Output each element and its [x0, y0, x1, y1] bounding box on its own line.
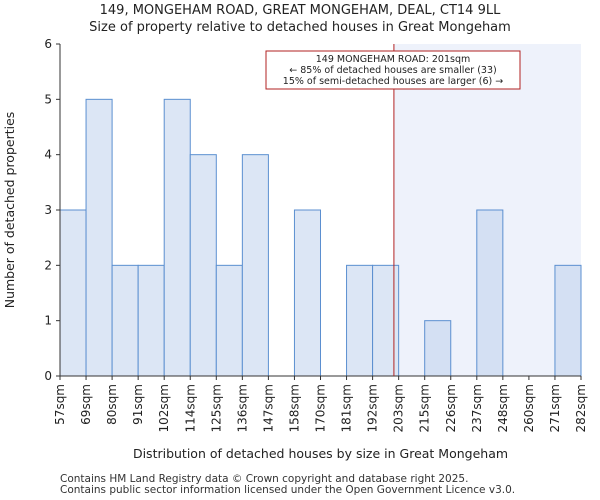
- x-tick-label: 170sqm: [314, 384, 328, 432]
- x-tick-label: 80sqm: [105, 384, 119, 425]
- chart-title: 149, MONGEHAM ROAD, GREAT MONGEHAM, DEAL…: [99, 3, 501, 18]
- footer-line-1: Contains HM Land Registry data © Crown c…: [60, 473, 469, 485]
- annotation-box: [265, 50, 521, 90]
- bar-158sqm: [293, 209, 322, 377]
- annotation-line-2: ← 85% of detached houses are smaller (33…: [289, 65, 496, 76]
- bar-80sqm: [111, 264, 139, 377]
- x-tick-label: 248sqm: [496, 384, 510, 432]
- bar-91sqm: [137, 264, 165, 377]
- x-tick-label: 136sqm: [235, 384, 249, 432]
- x-tick-label: 260sqm: [522, 384, 536, 432]
- bar-192sqm: [372, 264, 400, 377]
- bar-181sqm: [346, 264, 374, 377]
- chart-subtitle: Size of property relative to detached ho…: [89, 20, 511, 35]
- y-tick-label: 0: [44, 369, 52, 383]
- x-tick-label: 282sqm: [574, 384, 588, 432]
- y-tick-label: 6: [44, 37, 52, 51]
- x-tick-label: 203sqm: [392, 384, 406, 432]
- x-tick-label: 226sqm: [444, 384, 458, 432]
- bar-215sqm: [424, 320, 452, 377]
- annotation-line-3: 15% of semi-detached houses are larger (…: [283, 76, 503, 87]
- bar-125sqm: [215, 264, 243, 377]
- x-tick-label: 237sqm: [470, 384, 484, 432]
- y-axis-label: Number of detached properties: [2, 112, 17, 309]
- x-tick-label: 192sqm: [366, 384, 380, 432]
- x-tick-label: 158sqm: [287, 384, 301, 432]
- x-tick-label: 91sqm: [131, 384, 145, 425]
- bar-136sqm: [241, 154, 269, 377]
- y-tick-label: 3: [44, 203, 52, 217]
- y-tick-label: 2: [44, 258, 52, 272]
- x-tick-label: 147sqm: [261, 384, 275, 432]
- bar-69sqm: [85, 98, 113, 377]
- x-tick-label: 181sqm: [340, 384, 354, 432]
- y-tick-label: 5: [44, 92, 52, 106]
- annotation-line-1: 149 MONGEHAM ROAD: 201sqm: [316, 54, 470, 65]
- x-tick-label: 69sqm: [79, 384, 93, 425]
- x-axis-label: Distribution of detached houses by size …: [133, 446, 508, 461]
- x-tick-label: 102sqm: [157, 384, 171, 432]
- bar-237sqm: [476, 209, 504, 377]
- x-tick-label: 57sqm: [53, 384, 67, 425]
- bar-57sqm: [59, 209, 87, 377]
- y-tick-label: 1: [44, 314, 52, 328]
- bar-271sqm: [554, 264, 582, 377]
- x-tick-label: 271sqm: [548, 384, 562, 432]
- bar-102sqm: [163, 98, 191, 377]
- x-tick-label: 114sqm: [183, 384, 197, 432]
- x-tick-label: 215sqm: [418, 384, 432, 432]
- y-tick-label: 4: [44, 148, 52, 162]
- x-tick-label: 125sqm: [209, 384, 223, 432]
- bar-114sqm: [189, 154, 217, 377]
- footer-line-2: Contains public sector information licen…: [60, 484, 516, 496]
